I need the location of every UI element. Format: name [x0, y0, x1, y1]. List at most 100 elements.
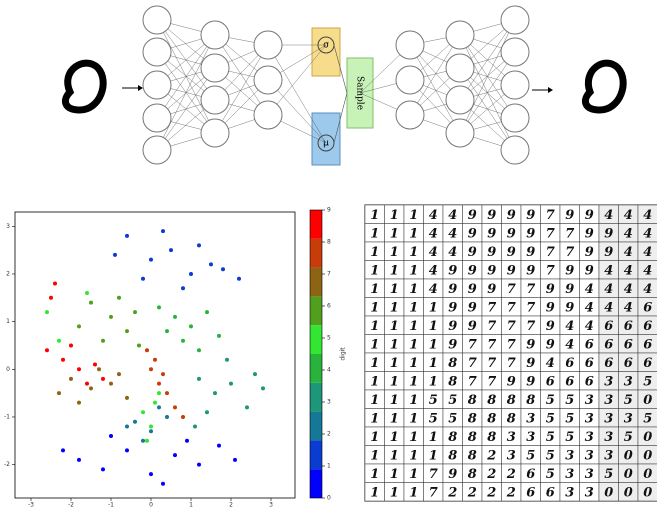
digit: 9	[604, 245, 613, 260]
digit: 2	[467, 485, 477, 500]
connection	[409, 44, 461, 134]
digit: 1	[390, 467, 399, 482]
digit: 1	[370, 411, 379, 426]
connection	[459, 19, 516, 134]
digit: 7	[546, 263, 555, 278]
digit: 4	[624, 282, 633, 297]
connection	[156, 67, 216, 151]
digit: 1	[409, 300, 418, 315]
point	[109, 434, 113, 439]
digit: 3	[585, 411, 594, 426]
digit: 1	[409, 485, 418, 500]
y-tick-label: 1	[6, 318, 10, 325]
point	[149, 424, 153, 429]
vae-diagram: σ μ Sample	[61, 5, 627, 166]
digit: 2	[506, 467, 516, 482]
digit: 4	[643, 245, 652, 260]
connection	[267, 44, 327, 144]
digit: 3	[604, 393, 613, 408]
point	[45, 310, 49, 315]
neuron	[200, 85, 230, 115]
digit: 0	[604, 485, 613, 500]
point	[197, 462, 201, 467]
digit: 1	[409, 208, 418, 223]
point	[109, 314, 113, 319]
digit: 4	[546, 356, 555, 371]
output-digit	[581, 59, 627, 114]
point	[233, 457, 237, 462]
neuron	[200, 20, 230, 50]
digit: 2	[506, 485, 516, 500]
point	[165, 391, 169, 396]
neuron	[500, 70, 530, 100]
digit: 1	[390, 337, 399, 352]
digit: 1	[409, 319, 418, 334]
digit: 2	[486, 448, 496, 463]
digit: 7	[429, 467, 438, 482]
digit: 7	[468, 374, 477, 389]
point	[77, 367, 81, 372]
digit: 3	[585, 430, 594, 445]
arrow-head	[548, 87, 553, 93]
colorbar-tick-label: 2	[327, 431, 331, 438]
mu-label: μ	[323, 139, 329, 149]
digit: 1	[390, 485, 399, 500]
neuron	[142, 5, 172, 35]
point	[57, 391, 61, 396]
x-tick-label: 2	[229, 502, 233, 508]
digit: 9	[507, 263, 516, 278]
digit: 1	[370, 208, 379, 223]
point	[145, 438, 149, 443]
point	[137, 343, 141, 348]
point	[49, 295, 53, 300]
digit: 9	[546, 319, 555, 334]
digit: 9	[604, 226, 613, 241]
digit: 1	[370, 263, 379, 278]
digit: 3	[585, 393, 594, 408]
point	[149, 367, 153, 372]
digit: 7	[487, 356, 496, 371]
digit: 9	[526, 263, 535, 278]
digit: 9	[526, 337, 535, 352]
point	[85, 381, 89, 386]
point	[77, 457, 81, 462]
point	[125, 329, 129, 334]
digit: 1	[390, 374, 399, 389]
neuron	[500, 5, 530, 35]
digit: 1	[409, 448, 418, 463]
colorbar-segment	[310, 469, 322, 498]
digit: 6	[604, 319, 613, 334]
point	[205, 410, 209, 415]
digit: 4	[604, 300, 613, 315]
digit: 1	[429, 300, 438, 315]
colorbar-tick-label: 7	[327, 271, 331, 278]
digit: 1	[370, 467, 379, 482]
digit: 4	[429, 208, 438, 223]
digit: 1	[390, 356, 399, 371]
digit: 6	[546, 374, 555, 389]
digit: 8	[507, 393, 516, 408]
digit-cell	[637, 482, 657, 502]
digit: 5	[604, 467, 613, 482]
digit: 9	[468, 263, 477, 278]
colorbar-segment	[310, 325, 322, 354]
point	[169, 248, 173, 253]
sample-label: Sample	[355, 76, 365, 110]
digit: 6	[526, 467, 535, 482]
point	[141, 276, 145, 281]
digit: 1	[370, 319, 379, 334]
x-tick-label: -1	[108, 502, 114, 508]
connection	[459, 51, 516, 134]
point	[117, 295, 121, 300]
point	[173, 405, 177, 410]
point	[213, 391, 217, 396]
point	[113, 252, 117, 257]
point	[165, 329, 169, 334]
digit: 4	[624, 263, 633, 278]
neuron	[500, 37, 530, 67]
digit: 4	[643, 282, 652, 297]
neuron	[445, 118, 475, 148]
point	[109, 381, 113, 386]
digit: 1	[390, 300, 399, 315]
point	[173, 314, 177, 319]
